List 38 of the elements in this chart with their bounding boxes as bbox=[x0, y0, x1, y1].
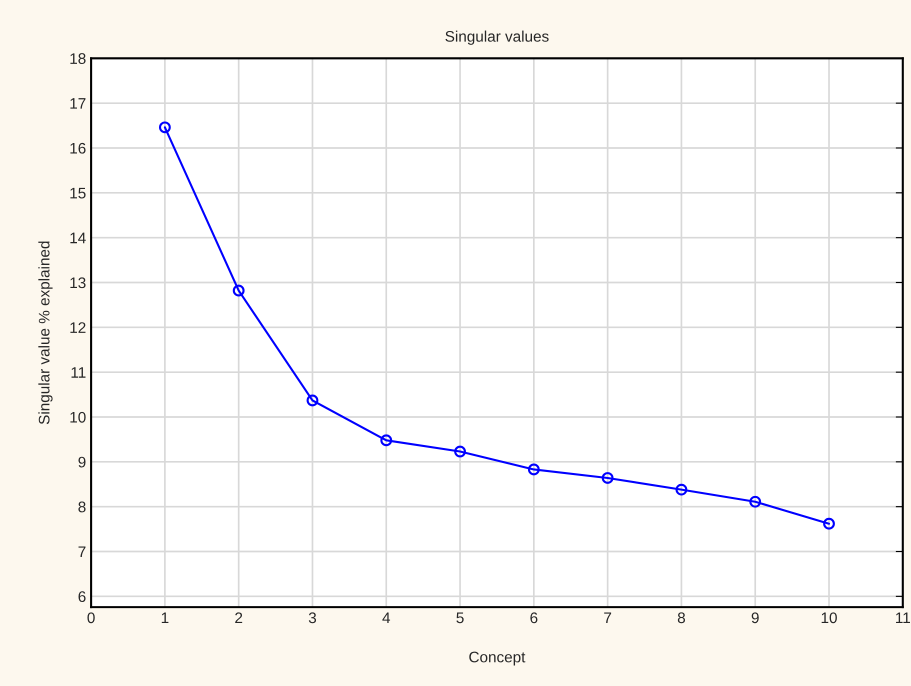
point bbox=[158, 121, 171, 134]
x-tick-label: 1 bbox=[162, 612, 168, 624]
y-tick-label: 13 bbox=[70, 277, 86, 288]
point bbox=[232, 284, 245, 296]
y-tick-label: 9 bbox=[78, 456, 86, 468]
x-tick-label: 11 bbox=[896, 612, 910, 624]
point bbox=[676, 484, 688, 496]
x-tick-label: 9 bbox=[752, 612, 759, 624]
x-tick-label: 3 bbox=[308, 612, 316, 624]
x-tick-label: 7 bbox=[604, 612, 612, 624]
x-tick-label: 0 bbox=[87, 612, 95, 624]
x-tick-label: 4 bbox=[382, 612, 390, 624]
y-tick-label: 11 bbox=[72, 367, 86, 378]
chart-title: Singular values bbox=[445, 30, 549, 45]
x-tick-label: 5 bbox=[456, 612, 464, 624]
x-tick-label: 6 bbox=[530, 612, 538, 624]
point bbox=[528, 464, 540, 476]
x-tick-label: 2 bbox=[235, 612, 242, 624]
y-tick-label: 12 bbox=[70, 322, 86, 333]
point bbox=[823, 518, 835, 530]
point bbox=[454, 446, 466, 458]
y-tick-label: 7 bbox=[78, 546, 86, 558]
y-tick-label: 14 bbox=[70, 232, 86, 244]
y-tick-label: 18 bbox=[70, 53, 86, 64]
y-tick-label: 8 bbox=[78, 502, 86, 512]
y-tick-label: 15 bbox=[70, 188, 86, 199]
y-axis-title: Singular value % explained bbox=[38, 242, 53, 424]
y-tick-label: 10 bbox=[70, 412, 86, 423]
x-tick-label: 10 bbox=[822, 612, 837, 624]
x-axis-title: Concept bbox=[469, 652, 526, 666]
x-tick-label: 8 bbox=[678, 612, 686, 624]
y-tick-label: 16 bbox=[70, 142, 86, 154]
point bbox=[749, 496, 762, 508]
y-tick-label: 6 bbox=[78, 591, 86, 602]
point bbox=[602, 472, 614, 484]
point bbox=[306, 394, 318, 406]
point bbox=[380, 434, 392, 446]
y-tick-label: 17 bbox=[70, 98, 86, 109]
